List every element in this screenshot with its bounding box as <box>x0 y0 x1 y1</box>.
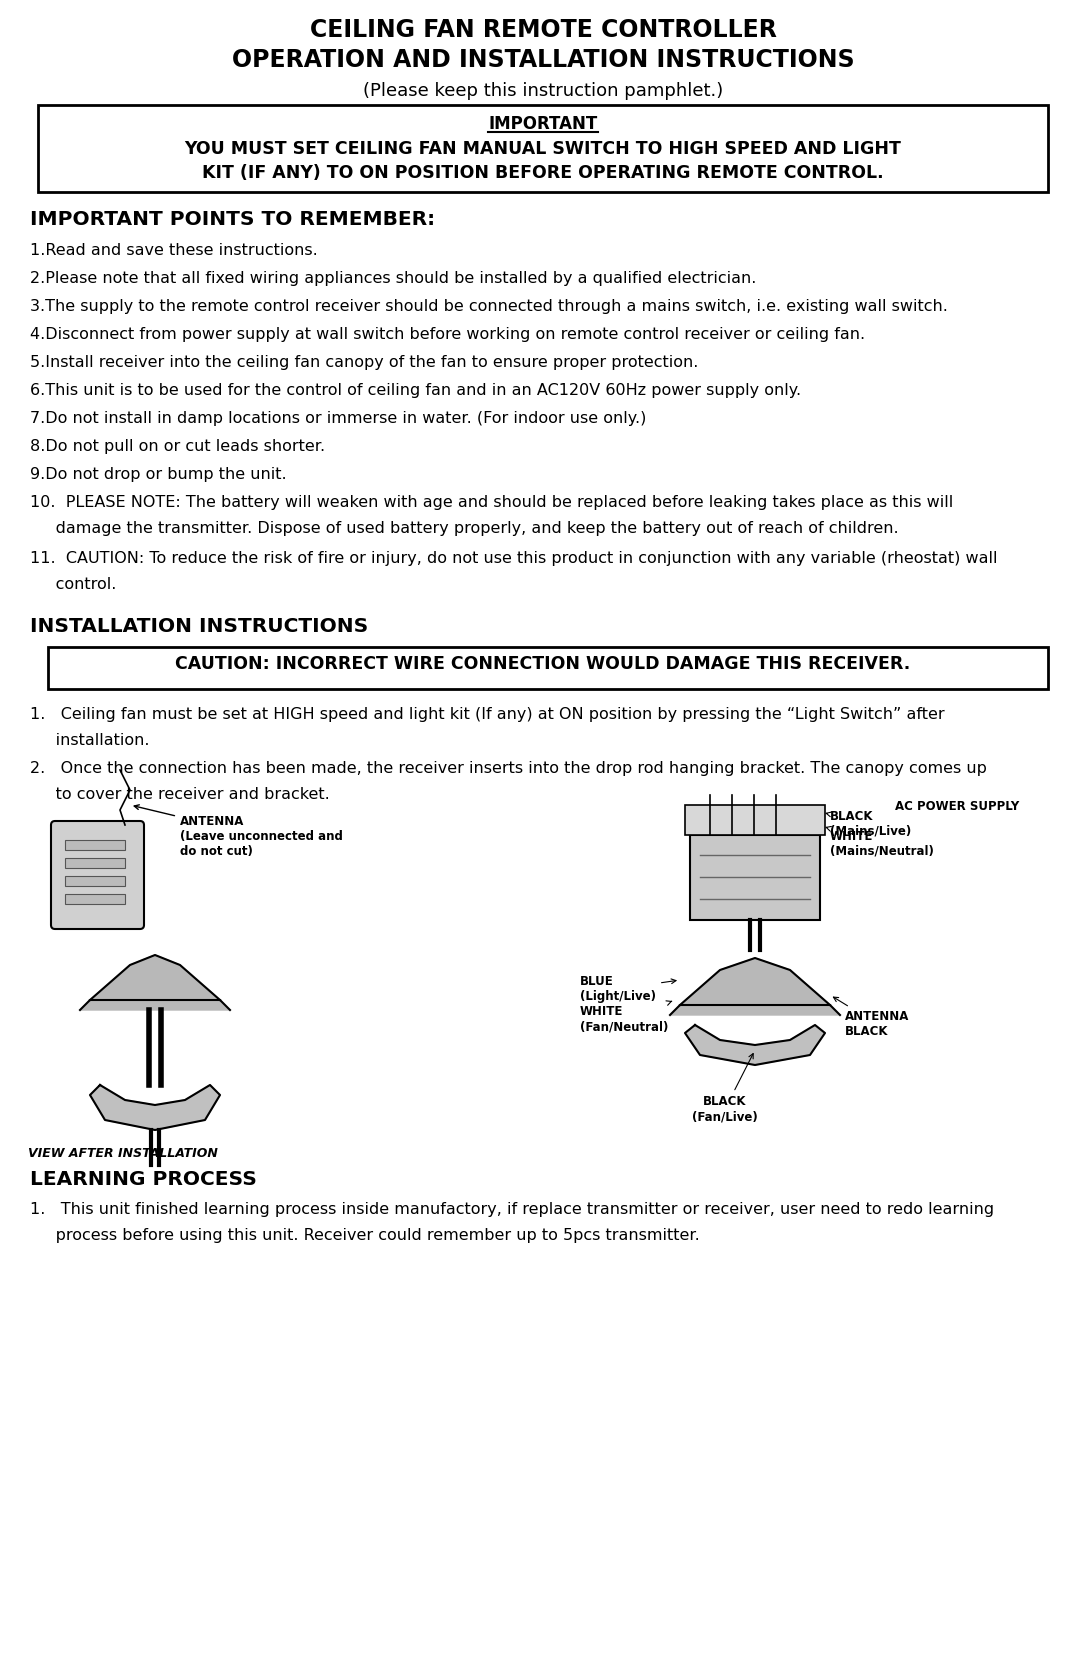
Text: control.: control. <box>30 577 116 592</box>
Bar <box>48 647 1048 689</box>
Text: (Please keep this instruction pamphlet.): (Please keep this instruction pamphlet.) <box>363 82 723 100</box>
FancyBboxPatch shape <box>51 821 144 930</box>
Polygon shape <box>670 1005 839 1015</box>
Text: 6.This unit is to be used for the control of ceiling fan and in an AC120V 60Hz p: 6.This unit is to be used for the contro… <box>30 383 801 398</box>
Polygon shape <box>90 955 220 1000</box>
Text: 1.   This unit finished learning process inside manufactory, if replace transmit: 1. This unit finished learning process i… <box>30 1202 994 1217</box>
Text: BLACK
(Fan/Live): BLACK (Fan/Live) <box>692 1053 758 1124</box>
Text: 1.   Ceiling fan must be set at HIGH speed and light kit (If any) at ON position: 1. Ceiling fan must be set at HIGH speed… <box>30 707 945 722</box>
Text: BLUE
(Light/Live): BLUE (Light/Live) <box>580 975 675 1003</box>
Text: ANTENNA
(Leave unconnected and
do not cut): ANTENNA (Leave unconnected and do not cu… <box>135 804 343 858</box>
Text: 2.Please note that all fixed wiring appliances should be installed by a qualifie: 2.Please note that all fixed wiring appl… <box>30 271 756 286</box>
Text: process before using this unit. Receiver could remember up to 5pcs transmitter.: process before using this unit. Receiver… <box>30 1227 699 1242</box>
Bar <box>65 858 125 868</box>
Text: ANTENNA
BLACK: ANTENNA BLACK <box>833 997 909 1038</box>
Text: OPERATION AND INSTALLATION INSTRUCTIONS: OPERATION AND INSTALLATION INSTRUCTIONS <box>231 48 855 72</box>
Bar <box>65 839 125 849</box>
Text: IMPORTANT: IMPORTANT <box>489 115 597 134</box>
Text: YOU MUST SET CEILING FAN MANUAL SWITCH TO HIGH SPEED AND LIGHT: YOU MUST SET CEILING FAN MANUAL SWITCH T… <box>185 140 901 157</box>
Polygon shape <box>80 1000 230 1010</box>
Text: VIEW AFTER INSTALLATION: VIEW AFTER INSTALLATION <box>28 1147 218 1160</box>
Text: 1.Read and save these instructions.: 1.Read and save these instructions. <box>30 242 318 257</box>
Polygon shape <box>90 1085 220 1130</box>
Text: IMPORTANT POINTS TO REMEMBER:: IMPORTANT POINTS TO REMEMBER: <box>30 211 435 229</box>
Text: 3.The supply to the remote control receiver should be connected through a mains : 3.The supply to the remote control recei… <box>30 299 948 314</box>
Bar <box>38 105 1048 192</box>
Text: INSTALLATION INSTRUCTIONS: INSTALLATION INSTRUCTIONS <box>30 617 368 635</box>
Text: AC POWER SUPPLY: AC POWER SUPPLY <box>895 799 1020 813</box>
Text: 8.Do not pull on or cut leads shorter.: 8.Do not pull on or cut leads shorter. <box>30 440 325 455</box>
Text: 9.Do not drop or bump the unit.: 9.Do not drop or bump the unit. <box>30 466 287 482</box>
Text: CAUTION: INCORRECT WIRE CONNECTION WOULD DAMAGE THIS RECEIVER.: CAUTION: INCORRECT WIRE CONNECTION WOULD… <box>175 655 911 674</box>
Bar <box>65 895 125 905</box>
Text: installation.: installation. <box>30 732 150 747</box>
Text: BLACK
(Mains/Live): BLACK (Mains/Live) <box>826 809 911 838</box>
Bar <box>690 834 820 920</box>
Text: LEARNING PROCESS: LEARNING PROCESS <box>30 1170 257 1189</box>
Bar <box>65 876 125 886</box>
Text: WHITE
(Mains/Neutral): WHITE (Mains/Neutral) <box>826 826 934 858</box>
Text: damage the transmitter. Dispose of used battery properly, and keep the battery o: damage the transmitter. Dispose of used … <box>30 522 898 537</box>
Text: WHITE
(Fan/Neutral): WHITE (Fan/Neutral) <box>580 1002 672 1033</box>
Text: 2.   Once the connection has been made, the receiver inserts into the drop rod h: 2. Once the connection has been made, th… <box>30 761 987 776</box>
Text: 10.  PLEASE NOTE: The battery will weaken with age and should be replaced before: 10. PLEASE NOTE: The battery will weaken… <box>30 495 954 510</box>
Text: 7.Do not install in damp locations or immerse in water. (For indoor use only.): 7.Do not install in damp locations or im… <box>30 411 646 426</box>
Text: KIT (IF ANY) TO ON POSITION BEFORE OPERATING REMOTE CONTROL.: KIT (IF ANY) TO ON POSITION BEFORE OPERA… <box>202 164 884 182</box>
Text: CEILING FAN REMOTE CONTROLLER: CEILING FAN REMOTE CONTROLLER <box>310 18 776 42</box>
Text: 4.Disconnect from power supply at wall switch before working on remote control r: 4.Disconnect from power supply at wall s… <box>30 328 866 343</box>
Bar <box>685 804 825 834</box>
Text: to cover the receiver and bracket.: to cover the receiver and bracket. <box>30 788 330 803</box>
Polygon shape <box>680 958 830 1005</box>
Text: 11.  CAUTION: To reduce the risk of fire or injury, do not use this product in c: 11. CAUTION: To reduce the risk of fire … <box>30 552 998 567</box>
Polygon shape <box>685 1025 825 1065</box>
Text: 5.Install receiver into the ceiling fan canopy of the fan to ensure proper prote: 5.Install receiver into the ceiling fan … <box>30 354 698 370</box>
